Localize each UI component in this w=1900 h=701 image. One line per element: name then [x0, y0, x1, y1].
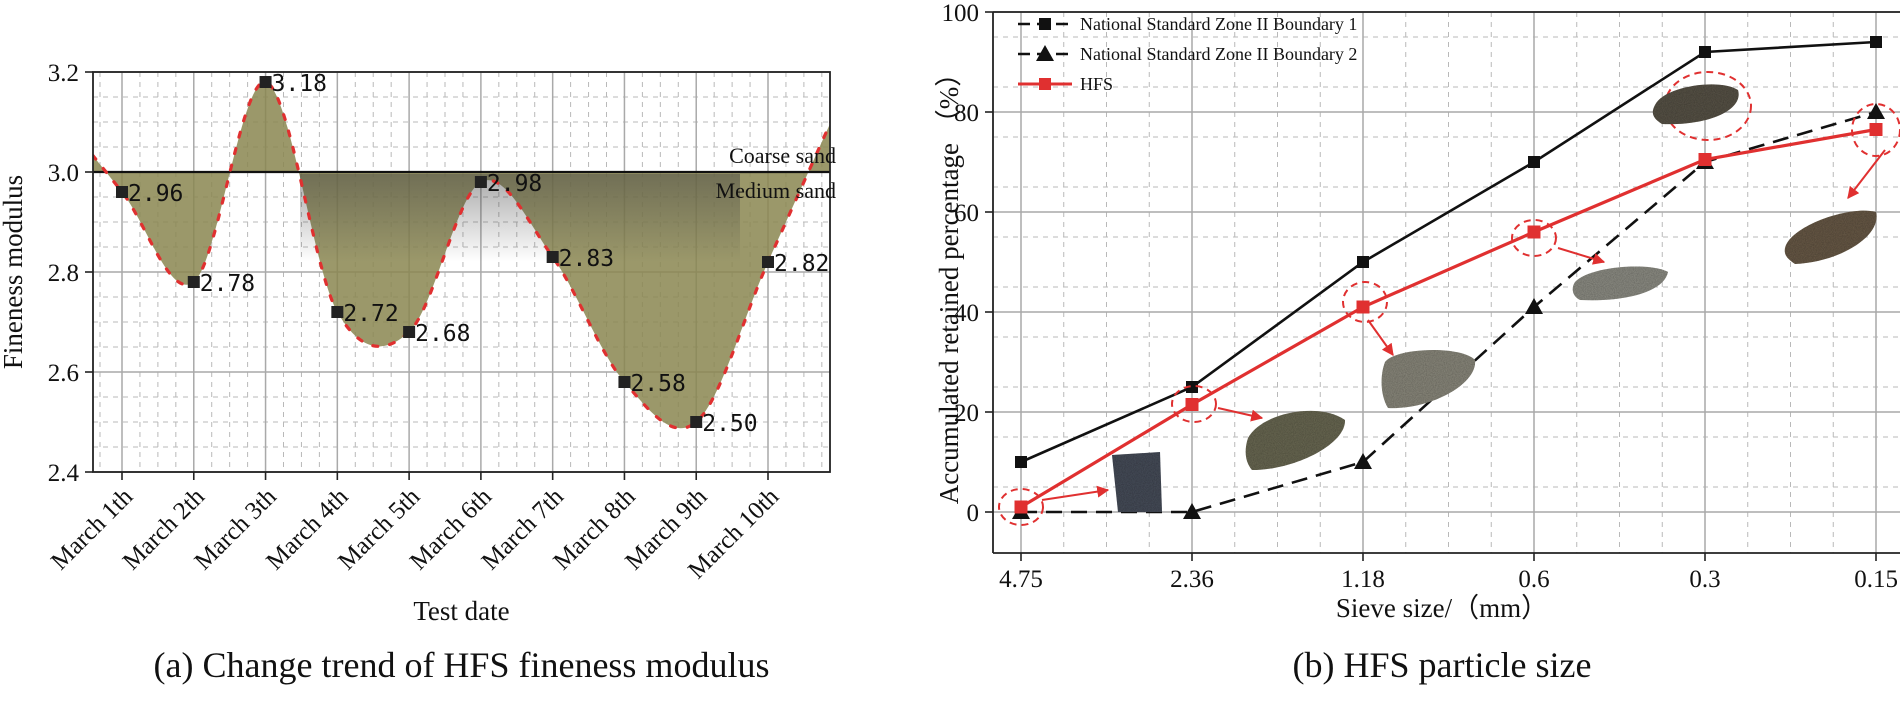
fineness-value-label: 2.50: [702, 411, 757, 437]
fineness-value-label: 2.96: [128, 181, 183, 207]
series-point-3: [1870, 123, 1883, 136]
callout-arrow: [1368, 320, 1393, 355]
fineness-value-label: 2.68: [415, 321, 470, 347]
series-point-1: [1357, 256, 1369, 268]
series-point-3: [1699, 153, 1712, 166]
legend-marker-3: [1039, 78, 1051, 90]
particle-caption: (b) HFS particle size: [1293, 645, 1592, 685]
x-tick-label: 4.75: [999, 566, 1043, 593]
x-tick-label: 1.18: [1341, 566, 1385, 593]
legend-marker-1: [1039, 18, 1051, 30]
x-tick-label: 2.36: [1170, 566, 1214, 593]
callout-arrow: [1848, 150, 1885, 198]
legend-label-3: HFS: [1080, 74, 1113, 94]
callout-arrow: [1042, 490, 1108, 500]
fineness-value-label: 2.82: [774, 251, 829, 277]
particle-x-axis-title: Sieve size/（mm）: [1336, 593, 1548, 623]
y-tick-label: 0: [967, 500, 980, 527]
series-point-3: [1186, 398, 1199, 411]
y-tick-label: 2.8: [48, 260, 79, 287]
fineness-point: [690, 416, 702, 428]
y-tick-label: 2.4: [48, 460, 80, 487]
particle-legend: National Standard Zone II Boundary 1 Nati…: [1018, 14, 1357, 94]
x-tick-label: 0.15: [1854, 566, 1898, 593]
medium-sand-label: Medium sand: [716, 178, 836, 203]
fineness-value-label: 2.72: [343, 301, 398, 327]
fineness-value-label: 3.18: [272, 71, 327, 97]
series-point-1: [1528, 156, 1540, 168]
sand-photo-3: [1382, 350, 1476, 408]
series-point-1: [1870, 36, 1882, 48]
series-point-3: [1015, 501, 1028, 514]
series-point-3: [1528, 226, 1541, 239]
fineness-value-label: 2.78: [200, 271, 255, 297]
sand-photo-5: [1653, 84, 1739, 124]
sand-photo-2: [1246, 411, 1345, 470]
fineness-x-axis-title: Test date: [413, 596, 509, 626]
callout-arrow: [1218, 408, 1262, 418]
fineness-value-label: 2.83: [559, 246, 614, 272]
x-tick-label: 0.6: [1518, 566, 1549, 593]
fineness-point: [403, 326, 415, 338]
fineness-point: [475, 176, 487, 188]
fineness-point: [188, 276, 200, 288]
y-tick-label: 3.0: [48, 160, 79, 187]
fineness-point: [260, 76, 272, 88]
legend-label-2: National Standard Zone II Boundary 2: [1080, 44, 1357, 64]
y-tick-label: 100: [942, 0, 980, 27]
series-point-1: [1699, 46, 1711, 58]
series-point-1: [1015, 456, 1027, 468]
fineness-caption: (a) Change trend of HFS fineness modulus: [154, 645, 770, 685]
sand-photo-4: [1573, 267, 1668, 301]
x-tick-label: 0.3: [1689, 566, 1720, 593]
fineness-point: [618, 376, 630, 388]
fineness-point: [762, 256, 774, 268]
coarse-sand-label: Coarse sand: [729, 143, 836, 168]
y-tick-label: 2.6: [48, 360, 79, 387]
sand-photo-6: [1785, 211, 1877, 264]
fineness-value-label: 2.58: [630, 371, 685, 397]
legend-label-1: National Standard Zone II Boundary 1: [1080, 14, 1357, 34]
sand-photos: [999, 72, 1900, 525]
fineness-value-label: 2.98: [487, 171, 542, 197]
sand-photo-1: [1112, 452, 1162, 512]
fineness-point: [116, 186, 128, 198]
particle-y-axis-title: Accumulated retained percentage （%）: [934, 60, 964, 505]
fineness-point: [547, 251, 559, 263]
fineness-point: [331, 306, 343, 318]
fineness-y-axis-title: Fineness modulus: [0, 175, 28, 369]
y-tick-label: 3.2: [48, 60, 79, 87]
series-point-3: [1357, 301, 1370, 314]
